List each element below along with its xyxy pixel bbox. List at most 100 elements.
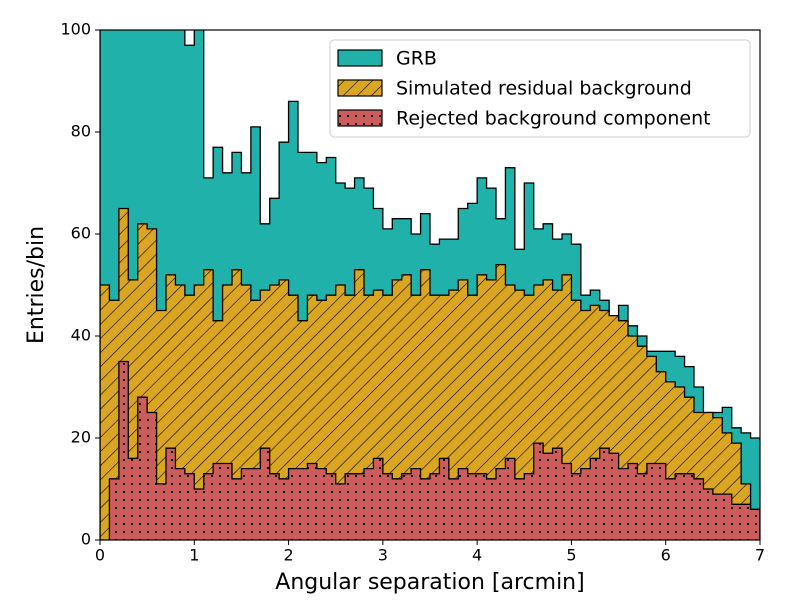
- x-tick-label: 0: [95, 546, 105, 565]
- histogram-bar: [156, 30, 167, 540]
- histogram-bar: [279, 478, 289, 540]
- histogram-bar: [580, 468, 591, 540]
- histogram-bar: [741, 504, 751, 540]
- histogram-bar: [684, 397, 695, 540]
- histogram-bar: [543, 279, 553, 540]
- histogram-bar: [354, 473, 365, 540]
- histogram-bar: [628, 463, 638, 540]
- legend-label: Simulated residual background: [396, 78, 692, 100]
- legend-label: GRB: [396, 48, 437, 70]
- y-tick-label: 0: [81, 530, 91, 549]
- histogram-bar: [411, 468, 421, 540]
- x-tick-label: 1: [189, 546, 199, 565]
- y-tick-label: 60: [71, 224, 91, 243]
- histogram-bar: [439, 458, 450, 540]
- histogram-bar: [524, 295, 535, 540]
- histogram-bar: [703, 489, 714, 540]
- histogram-bar: [477, 274, 487, 540]
- histogram-bar: [618, 468, 629, 540]
- histogram-bar: [288, 468, 299, 540]
- histogram-bar: [731, 443, 742, 540]
- histogram-bar: [184, 295, 195, 540]
- histogram-bar: [420, 478, 431, 540]
- histogram-bar: [524, 473, 535, 540]
- legend-label: Rejected background component: [396, 108, 711, 130]
- histogram-bar: [213, 320, 223, 540]
- histogram-bar: [599, 310, 610, 540]
- histogram-bar: [496, 264, 506, 540]
- histogram-bar: [392, 478, 403, 540]
- histogram-bar: [335, 285, 346, 540]
- histogram-bar: [694, 412, 704, 540]
- histogram-bar: [467, 473, 478, 540]
- histogram-bar: [637, 473, 648, 540]
- histogram-bar: [118, 361, 129, 540]
- histogram-bar: [382, 473, 393, 540]
- legend: [329, 39, 751, 138]
- histogram-bar: [448, 290, 459, 540]
- histogram-bar: [420, 269, 431, 540]
- histogram-bar: [147, 412, 157, 540]
- histogram-bar: [514, 478, 525, 540]
- histogram-bar: [373, 290, 384, 540]
- histogram-bar: [618, 320, 629, 540]
- histogram-bar: [184, 45, 195, 540]
- histogram-bar: [128, 279, 139, 540]
- histogram-bar: [514, 290, 525, 540]
- histogram-bar: [156, 310, 167, 540]
- y-axis-label: Entries/bin: [24, 226, 49, 344]
- histogram-bar: [665, 478, 676, 540]
- histogram-bar: [401, 473, 412, 540]
- histogram-bar: [646, 463, 657, 540]
- y-tick-label: 80: [71, 122, 91, 141]
- histogram-bar: [750, 509, 760, 540]
- histogram-bar: [609, 315, 619, 540]
- x-axis-label: Angular separation [arcmin]: [275, 570, 584, 595]
- histogram-bar: [260, 290, 271, 540]
- histogram-bar: [411, 295, 421, 540]
- histogram-bar: [269, 473, 280, 540]
- histogram-bar: [166, 448, 176, 540]
- histogram-bar: [316, 468, 327, 540]
- histogram-bar: [128, 458, 139, 540]
- histogram-bar: [590, 458, 601, 540]
- x-tick-label: 5: [566, 546, 576, 565]
- histogram-bar: [175, 468, 186, 540]
- histogram-outline: [100, 207, 760, 540]
- histogram-bar: [109, 30, 120, 540]
- histogram-bar: [307, 295, 318, 540]
- histogram-bar: [458, 279, 469, 540]
- axes-frame: [99, 29, 761, 541]
- histogram-bar: [750, 438, 760, 540]
- y-tick-label: 40: [71, 326, 91, 345]
- histogram-bar: [552, 290, 563, 540]
- histogram-bar: [533, 443, 544, 540]
- histogram-bar: [646, 356, 657, 540]
- histogram-bar: [543, 453, 553, 540]
- histogram-bar: [147, 228, 157, 540]
- x-tick-label: 4: [472, 546, 482, 565]
- histogram-bar: [222, 285, 233, 540]
- histogram-bar: [307, 463, 318, 540]
- histogram-bar: [562, 274, 572, 540]
- histogram-bar: [250, 468, 261, 540]
- histogram-bar: [232, 269, 242, 540]
- legend-swatch: [337, 79, 383, 97]
- histogram-bar: [345, 473, 355, 540]
- histogram-bar: [364, 295, 374, 540]
- histogram-bar: [675, 387, 685, 540]
- histogram-bar: [316, 300, 327, 540]
- plot-area: [100, 30, 760, 540]
- histogram-bar: [656, 371, 667, 540]
- x-tick-label: 7: [755, 546, 765, 565]
- x-tick-label: 3: [378, 546, 388, 565]
- histogram-bar: [703, 412, 714, 540]
- histogram-bar: [731, 504, 742, 540]
- histogram-bar: [590, 305, 601, 540]
- histogram-bar: [684, 473, 695, 540]
- histogram-bar: [326, 295, 337, 540]
- histogram-bar: [712, 494, 723, 540]
- histogram-bar: [694, 478, 704, 540]
- histogram-bar: [458, 468, 469, 540]
- histogram-bar: [166, 274, 176, 540]
